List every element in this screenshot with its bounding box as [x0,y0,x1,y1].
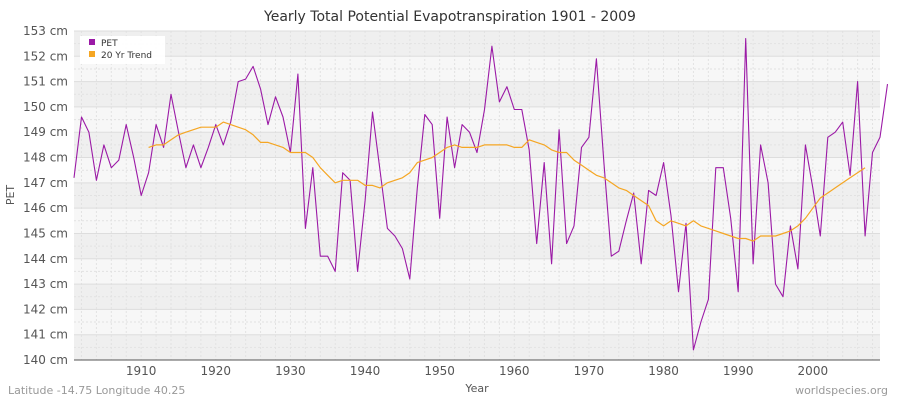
x-axis-label: Year [464,382,489,395]
legend: PET 20 Yr Trend [80,36,165,64]
x-tick-label: 1930 [275,364,306,378]
y-tick-label: 153 cm [23,24,68,38]
y-tick-label: 146 cm [23,201,68,215]
legend-swatch-pet [89,39,95,45]
x-tick-label: 2000 [798,364,829,378]
y-tick-label: 140 cm [23,353,68,367]
y-tick-label: 148 cm [23,151,68,165]
plot-band [74,81,880,107]
y-tick-label: 147 cm [23,176,68,190]
x-tick-label: 1970 [574,364,605,378]
plot-band [74,132,880,158]
plot-band [74,233,880,259]
y-tick-label: 152 cm [23,49,68,63]
x-tick-label: 1920 [201,364,232,378]
x-tick-label: 1910 [126,364,157,378]
x-tick-label: 1980 [648,364,679,378]
legend-label-pet: PET [101,39,118,49]
y-axis-ticks: 140 cm 141 cm 142 cm 143 cm 144 cm 145 cm 146 … [23,24,68,367]
x-tick-label: 1990 [723,364,754,378]
plot-bands [74,31,880,360]
y-tick-label: 144 cm [23,252,68,266]
x-axis-ticks: 1910 1920 1930 1940 1950 1960 1970 1980 1990 2000 [126,364,828,378]
plot-band [74,334,880,360]
plot-band [74,182,880,209]
chart-title: Yearly Total Potential Evapotranspiratio… [263,9,636,25]
y-tick-label: 151 cm [23,75,68,89]
y-tick-label: 150 cm [23,100,68,114]
plot-band [74,284,880,310]
x-tick-label: 1950 [424,364,455,378]
trend-series-line [148,121,866,242]
y-tick-label: 141 cm [23,328,68,342]
legend-swatch-trend [89,51,95,57]
y-tick-label: 149 cm [23,125,68,139]
x-tick-label: 1960 [499,364,530,378]
y-tick-label: 143 cm [23,277,68,291]
y-tick-label: 145 cm [23,226,68,240]
y-tick-label: 142 cm [23,302,68,316]
y-axis-label: PET [4,185,17,206]
footer-coordinates: Latitude -14.75 Longitude 40.25 [8,384,186,397]
series-group [73,38,889,351]
legend-label-trend: 20 Yr Trend [101,51,152,61]
pet-series-line [73,38,889,351]
footer-source: worldspecies.org [795,384,888,397]
x-tick-label: 1940 [350,364,381,378]
